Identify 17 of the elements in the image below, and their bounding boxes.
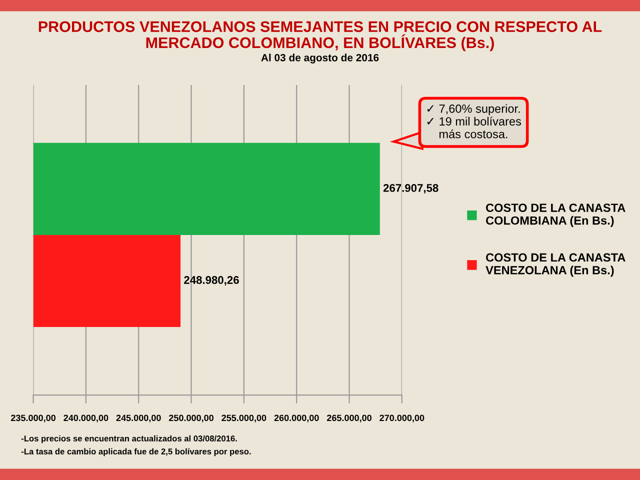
data-label: 267.907,58 xyxy=(383,184,438,194)
data-label: 248.980,26 xyxy=(184,276,239,286)
x-tick-label: 245.000,00 xyxy=(116,414,161,422)
x-tick-label: 240.000,00 xyxy=(64,414,108,422)
chart-subtitle: Al 03 de agosto de 2016 xyxy=(261,54,379,64)
x-tick-label: 260.000,00 xyxy=(274,414,319,422)
x-tick-label: 255.000,00 xyxy=(222,414,266,422)
text: ✓ 7,60% superior. ✓ 19 mil bolívares más costosa. xyxy=(427,104,522,138)
text: -Los precios se encuentran actualizados al 03/08/2016. xyxy=(21,435,237,444)
legend-label: COSTO DE LA CANASTA COLOMBIANA (En Bs.) xyxy=(486,204,626,228)
chart-title: PRODUCTOS VENEZOLANOS SEMEJANTES EN PRECIO CON RESPECTO AL MERCADO COLOMBIANO, EN BOLÍVARES (Bs.) xyxy=(38,21,602,52)
legend-label: COSTO DE LA CANASTA VENEZOLANA (En Bs.) xyxy=(486,253,626,277)
x-tick-label: 235.000,00 xyxy=(11,414,56,422)
x-tick-label: 270.000,00 xyxy=(380,414,424,422)
text: -La tasa de cambio aplicada fue de 2,5 bolívares por peso. xyxy=(21,448,251,456)
x-tick-label: 265.000,00 xyxy=(326,414,372,422)
x-tick-label: 250.000,00 xyxy=(168,414,214,422)
